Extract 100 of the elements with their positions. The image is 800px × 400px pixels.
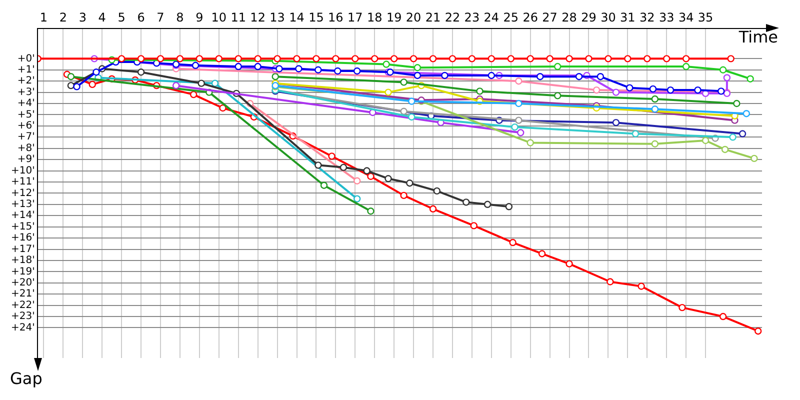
point	[515, 77, 522, 85]
point	[137, 68, 145, 76]
point	[702, 136, 710, 144]
y-tick-label: +14'	[10, 210, 35, 222]
point	[585, 55, 592, 62]
y-tick-label: +12'	[10, 188, 35, 199]
y-tick-label: +17'	[10, 244, 35, 255]
point	[575, 73, 583, 80]
point	[727, 55, 734, 62]
y-tick-label: +20'	[10, 277, 35, 288]
point	[314, 66, 322, 74]
point	[340, 164, 348, 172]
x-tick-label: 25	[503, 10, 519, 24]
point	[644, 55, 651, 62]
x-tick-label: 7	[156, 10, 164, 24]
x-tick-label: 21	[425, 10, 441, 24]
point	[406, 180, 414, 187]
point	[295, 65, 302, 72]
point	[73, 83, 80, 90]
point	[566, 260, 573, 268]
point	[515, 100, 522, 108]
point	[651, 106, 659, 113]
x-tick-label: 18	[366, 10, 382, 24]
y-tick-label: +3'	[17, 86, 35, 98]
point	[441, 72, 448, 80]
point	[384, 175, 392, 182]
point	[488, 55, 496, 62]
point	[488, 72, 496, 80]
point	[509, 238, 516, 246]
point	[190, 90, 198, 98]
point	[354, 195, 361, 202]
y-tick-label: +13'	[10, 199, 35, 210]
y-axis-title: Gap	[10, 369, 42, 388]
point	[606, 278, 614, 286]
x-tick-label: 12	[250, 10, 266, 24]
point	[754, 327, 762, 335]
point	[546, 55, 554, 62]
point	[334, 67, 342, 75]
point	[733, 100, 740, 108]
y-tick-label: +24'	[10, 322, 35, 334]
x-tick-label: 6	[137, 10, 145, 24]
point	[721, 146, 729, 154]
point	[400, 108, 408, 115]
point	[663, 55, 670, 62]
y-tick-label: +9'	[17, 154, 35, 166]
point	[328, 152, 336, 160]
x-tick-label: 22	[444, 10, 460, 24]
point	[604, 55, 612, 62]
point	[156, 55, 164, 62]
point	[638, 282, 645, 290]
x-tick-label: 31	[620, 10, 636, 24]
point	[719, 312, 727, 320]
point	[276, 65, 283, 72]
point	[626, 84, 634, 92]
point	[729, 134, 736, 141]
x-tick-label: 35	[698, 10, 714, 24]
point	[624, 55, 632, 62]
y-tick-label: +0'	[17, 53, 35, 64]
y-tick-label: +19'	[10, 266, 35, 278]
x-tick-label: 32	[640, 10, 655, 24]
point	[505, 203, 513, 210]
point	[390, 55, 398, 62]
x-tick-label: 2	[59, 10, 67, 24]
x-tick-label: 27	[542, 10, 558, 24]
point	[371, 55, 378, 62]
point	[88, 80, 96, 88]
x-tick-label: 28	[562, 10, 577, 24]
point	[738, 130, 746, 138]
point	[511, 123, 518, 131]
y-tick-label: +18'	[10, 255, 35, 266]
point	[211, 80, 219, 87]
x-tick-label: 8	[176, 10, 184, 24]
point	[272, 73, 279, 80]
x-tick-label: 3	[78, 10, 86, 24]
x-tick-label: 10	[211, 10, 227, 24]
point	[352, 55, 359, 62]
point	[649, 85, 657, 93]
x-tick-label: 20	[406, 10, 422, 24]
x-tick-label: 26	[522, 10, 538, 24]
point	[196, 55, 204, 62]
point	[320, 182, 328, 189]
point	[408, 98, 416, 105]
point	[172, 82, 180, 90]
point	[234, 62, 242, 70]
point	[515, 116, 522, 124]
y-tick-label: +2'	[17, 76, 35, 87]
y-tick-label: +8'	[17, 142, 35, 154]
point	[332, 55, 340, 62]
point	[632, 130, 640, 138]
point	[592, 86, 600, 94]
point	[414, 72, 422, 80]
point	[476, 88, 484, 95]
x-tick-label: 17	[348, 10, 363, 24]
point	[723, 74, 731, 82]
x-axis-title: Time	[738, 28, 778, 47]
point	[192, 62, 200, 69]
point	[554, 62, 562, 70]
y-tick-label: +6'	[17, 120, 35, 132]
x-tick-label: 16	[328, 10, 344, 24]
point	[718, 88, 725, 95]
